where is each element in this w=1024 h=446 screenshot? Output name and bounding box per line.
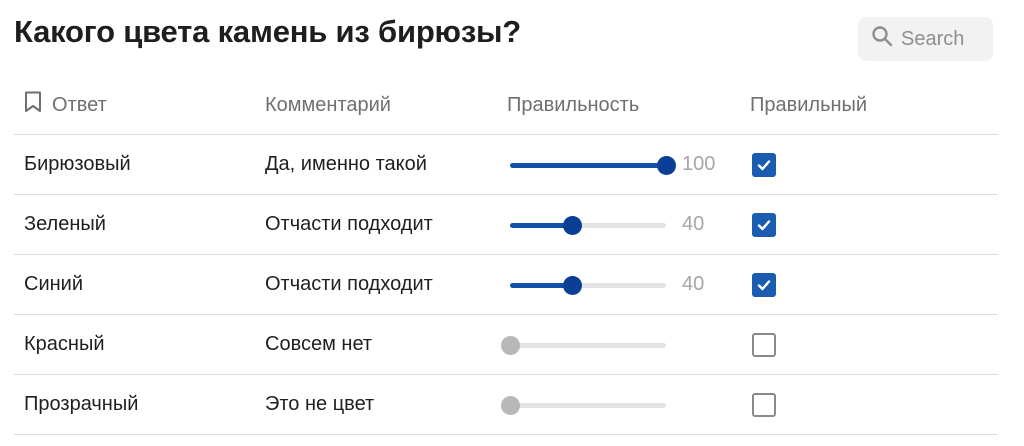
search-button[interactable]: Search xyxy=(858,17,993,61)
checkmark-icon xyxy=(757,159,771,170)
slider-track xyxy=(510,342,666,348)
comment-cell: Отчасти подходит xyxy=(265,273,433,295)
column-header-correct[interactable]: Правильный xyxy=(750,93,868,116)
slider-thumb[interactable] xyxy=(501,335,520,355)
answer-cell: Красный xyxy=(24,333,105,355)
answer-cell: Бирюзовый xyxy=(24,153,131,175)
checkmark-icon xyxy=(757,219,771,230)
correctness-slider[interactable] xyxy=(510,215,666,235)
slider-fill xyxy=(510,162,666,168)
correctness-cell xyxy=(501,315,732,374)
correct-checkbox[interactable] xyxy=(752,152,776,177)
correct-checkbox[interactable] xyxy=(752,392,776,417)
column-header-answer-label: Ответ xyxy=(52,93,107,116)
correctness-slider[interactable] xyxy=(501,395,666,415)
checkmark-icon xyxy=(757,279,771,290)
page-title: Какого цвета камень из бирюзы? xyxy=(14,14,522,49)
table-header: Ответ Комментарий Правильность Правильны… xyxy=(14,76,998,135)
slider-thumb[interactable] xyxy=(563,275,583,295)
correct-checkbox[interactable] xyxy=(752,332,776,357)
table-row[interactable]: Бирюзовый Да, именно такой 100 xyxy=(14,135,998,195)
comment-cell: Отчасти подходит xyxy=(265,213,433,235)
column-header-correctness[interactable]: Правильность xyxy=(507,93,640,116)
correctness-cell: 40 xyxy=(507,255,732,314)
correctness-cell: 100 xyxy=(507,135,732,194)
correctness-cell xyxy=(501,375,732,434)
table-row[interactable]: Синий Отчасти подходит 40 xyxy=(14,255,998,315)
answer-cell: Синий xyxy=(24,273,84,295)
comment-cell: Это не цвет xyxy=(265,393,375,415)
slider-thumb[interactable] xyxy=(501,395,520,415)
answer-cell: Прозрачный xyxy=(24,393,139,415)
correctness-value: 40 xyxy=(682,273,705,295)
answer-cell: Зеленый xyxy=(24,213,106,235)
slider-thumb[interactable] xyxy=(657,155,676,175)
column-header-answer[interactable]: Ответ xyxy=(24,76,107,134)
slider-fill xyxy=(510,282,573,288)
correct-checkbox[interactable] xyxy=(752,272,776,297)
correct-cell xyxy=(752,195,776,254)
slider-track xyxy=(510,222,666,228)
slider-fill xyxy=(510,222,573,228)
correct-cell xyxy=(752,135,776,194)
correctness-slider[interactable] xyxy=(501,335,666,355)
correctness-slider[interactable] xyxy=(510,155,676,175)
table-row[interactable]: Прозрачный Это не цвет xyxy=(14,375,998,435)
comment-cell: Да, именно такой xyxy=(265,153,427,175)
slider-thumb[interactable] xyxy=(563,215,583,235)
correct-checkbox[interactable] xyxy=(752,212,776,237)
column-header-comment[interactable]: Комментарий xyxy=(265,93,391,116)
slider-track xyxy=(510,282,666,288)
table-row[interactable]: Красный Совсем нет xyxy=(14,315,998,375)
comment-cell: Совсем нет xyxy=(265,333,373,355)
correctness-value: 40 xyxy=(682,213,705,235)
bookmark-icon xyxy=(24,91,52,119)
correct-cell xyxy=(752,375,776,434)
table-row[interactable]: Зеленый Отчасти подходит 40 xyxy=(14,195,998,255)
search-label: Search xyxy=(901,27,965,50)
correctness-value: 100 xyxy=(682,153,716,175)
answers-table: Ответ Комментарий Правильность Правильны… xyxy=(14,76,998,435)
correctness-cell: 40 xyxy=(507,195,732,254)
search-icon xyxy=(870,24,901,54)
correct-cell xyxy=(752,255,776,314)
correctness-slider[interactable] xyxy=(510,275,666,295)
table-body: Бирюзовый Да, именно такой 100 Зеленый О… xyxy=(14,135,998,435)
slider-track xyxy=(510,402,666,408)
correct-cell xyxy=(752,315,776,374)
